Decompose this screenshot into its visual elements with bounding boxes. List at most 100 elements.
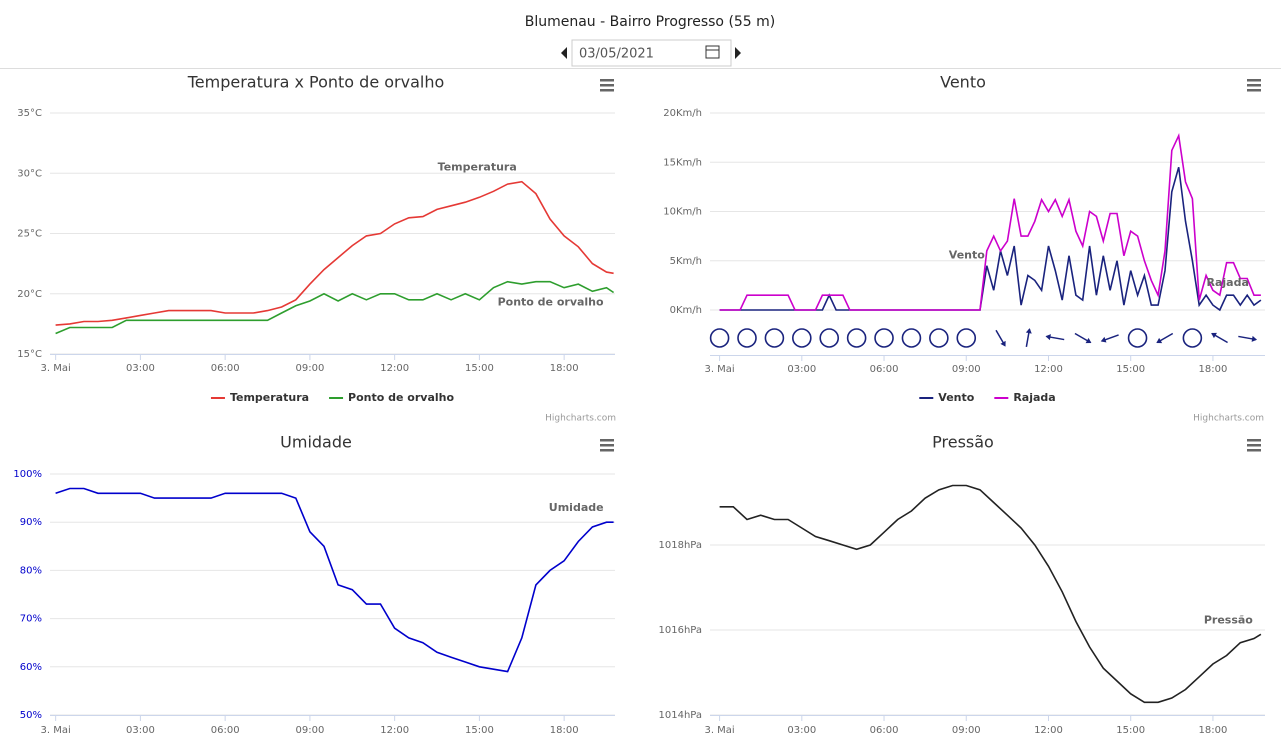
wind-arrow xyxy=(1238,335,1258,342)
wind-arrow xyxy=(1156,332,1174,344)
x-tick-label: 09:00 xyxy=(295,725,324,736)
wind-arrow xyxy=(1025,328,1032,347)
x-tick-label: 06:00 xyxy=(870,725,899,736)
prev-day[interactable] xyxy=(561,47,567,59)
x-tick-label: 06:00 xyxy=(211,363,240,374)
series-label: Ponto de orvalho xyxy=(498,296,604,309)
y-tick-label: 30°C xyxy=(17,168,42,179)
calendar-icon[interactable] xyxy=(705,45,720,59)
x-tick-label: 06:00 xyxy=(211,725,240,736)
date-value[interactable]: 03/05/2021 xyxy=(579,47,654,62)
wind-arrow-head xyxy=(1045,334,1051,341)
wind-arrow-head xyxy=(1156,337,1163,344)
y-tick-label: 60% xyxy=(20,662,42,673)
legend: Vento Rajada xyxy=(919,391,1056,404)
series-label: Pressão xyxy=(1204,613,1253,626)
calm-marker xyxy=(709,328,730,348)
x-tick-label: 15:00 xyxy=(1116,725,1145,736)
y-tick-label: 100% xyxy=(13,469,42,480)
y-tick-label: 15°C xyxy=(17,349,42,360)
x-tick-label: 03:00 xyxy=(126,725,155,736)
series-line xyxy=(55,280,615,335)
calm-marker xyxy=(764,328,785,348)
wind-arrow xyxy=(995,329,1006,347)
wind-arrow xyxy=(1211,332,1228,344)
calm-marker xyxy=(874,328,894,348)
x-tick-label: 12:00 xyxy=(380,725,409,736)
y-tick-label: 1018hPa xyxy=(659,540,703,551)
x-tick-label: 3. Mai xyxy=(41,725,71,736)
y-tick-label: 80% xyxy=(20,565,42,576)
calm-marker xyxy=(846,328,867,348)
menu-icon-bar[interactable] xyxy=(600,449,614,452)
x-tick-label: 18:00 xyxy=(550,363,579,374)
menu-icon-bar[interactable] xyxy=(600,89,614,92)
wind-arrow-head xyxy=(1025,328,1032,334)
page-title: Blumenau - Bairro Progresso (55 m) xyxy=(525,14,776,30)
x-tick-label: 3. Mai xyxy=(41,363,71,374)
date-input[interactable] xyxy=(571,39,732,67)
y-tick-label: 1016hPa xyxy=(659,625,703,636)
calm-marker xyxy=(737,328,757,348)
menu-icon-bar[interactable] xyxy=(1247,439,1261,442)
y-tick-label: 25°C xyxy=(17,229,42,240)
x-tick-label: 06:00 xyxy=(870,364,899,375)
x-tick-label: 18:00 xyxy=(550,725,579,736)
x-tick-label: 03:00 xyxy=(787,725,816,736)
y-tick-label: 10Km/h xyxy=(663,207,702,218)
menu-icon-bar[interactable] xyxy=(1247,89,1261,92)
calm-marker xyxy=(1127,328,1148,348)
x-tick-label: 12:00 xyxy=(1034,725,1063,736)
calm-marker xyxy=(901,328,922,348)
legend-label[interactable]: Ponto de orvalho xyxy=(348,391,454,404)
calm-marker xyxy=(1182,328,1203,348)
chart-title: Umidade xyxy=(280,433,352,452)
series-line xyxy=(55,180,614,326)
legend: Temperatura Ponto de orvalho xyxy=(210,391,454,404)
wind-arrow-head xyxy=(1000,340,1006,347)
y-tick-label: 35°C xyxy=(17,108,42,119)
menu-icon-bar[interactable] xyxy=(600,79,614,82)
x-tick-label: 18:00 xyxy=(1199,364,1228,375)
wind-arrow xyxy=(1074,332,1092,344)
series-label: Umidade xyxy=(549,501,604,514)
x-tick-label: 18:00 xyxy=(1199,725,1228,736)
x-tick-label: 12:00 xyxy=(380,363,409,374)
x-tick-label: 15:00 xyxy=(465,725,494,736)
x-tick-label: 12:00 xyxy=(1034,364,1063,375)
y-tick-label: 0Km/h xyxy=(670,305,702,316)
x-tick-label: 03:00 xyxy=(787,364,816,375)
calm-marker xyxy=(956,328,977,348)
credits[interactable]: Highcharts.com xyxy=(545,414,616,424)
calm-marker xyxy=(929,328,949,348)
x-tick-label: 09:00 xyxy=(952,364,981,375)
x-tick-label: 03:00 xyxy=(126,363,155,374)
wind-arrow-head xyxy=(1251,335,1258,342)
menu-icon-bar[interactable] xyxy=(1247,79,1261,82)
menu-icon-bar[interactable] xyxy=(1247,444,1261,447)
next-day[interactable] xyxy=(735,47,741,59)
series-label: Rajada xyxy=(1206,276,1248,289)
series-label: Vento xyxy=(949,249,985,262)
y-tick-label: 15Km/h xyxy=(663,157,702,168)
menu-icon-bar[interactable] xyxy=(600,439,614,442)
legend-label[interactable]: Rajada xyxy=(1013,391,1055,404)
wind-arrow-head xyxy=(1085,337,1092,344)
legend-label[interactable]: Vento xyxy=(938,391,974,404)
wind-arrow-head xyxy=(1100,336,1107,343)
menu-icon-bar[interactable] xyxy=(600,84,614,87)
wind-arrow xyxy=(1100,334,1119,343)
legend-label[interactable]: Temperatura xyxy=(230,391,309,404)
y-tick-label: 70% xyxy=(20,614,42,625)
menu-icon-bar[interactable] xyxy=(600,444,614,447)
chart-title: Pressão xyxy=(932,433,994,452)
wind-arrow xyxy=(1045,334,1065,341)
menu-icon-bar[interactable] xyxy=(1247,84,1261,87)
menu-icon-bar[interactable] xyxy=(1247,449,1261,452)
series-line xyxy=(719,132,1261,311)
x-tick-label: 3. Mai xyxy=(704,725,734,736)
y-tick-label: 20Km/h xyxy=(663,108,702,119)
credits[interactable]: Highcharts.com xyxy=(1193,414,1264,424)
